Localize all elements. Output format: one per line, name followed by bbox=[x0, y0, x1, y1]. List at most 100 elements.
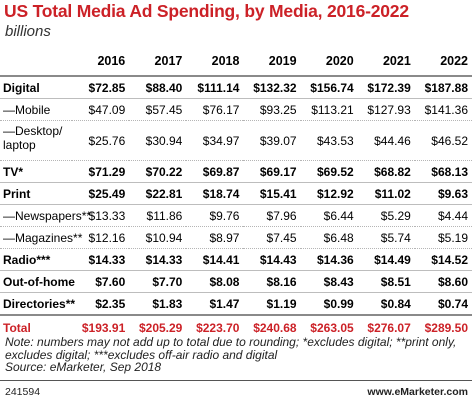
value-cell: $8.60 bbox=[414, 270, 472, 293]
value-cell: $68.82 bbox=[357, 160, 415, 183]
value-cell: $7.70 bbox=[129, 270, 187, 293]
value-cell: $5.29 bbox=[357, 204, 415, 227]
value-cell: $193.91 bbox=[72, 314, 130, 339]
value-cell: $1.19 bbox=[243, 292, 301, 316]
value-cell: $18.74 bbox=[186, 182, 244, 205]
value-cell: $172.39 bbox=[357, 76, 415, 99]
total-row: Total $193.91 $205.29 $223.70 $240.68 $263.05… bbox=[0, 314, 472, 339]
value-cell: $127.93 bbox=[357, 98, 415, 121]
value-cell: $22.81 bbox=[129, 182, 187, 205]
value-cell: $8.51 bbox=[357, 270, 415, 293]
value-cell: $70.22 bbox=[129, 160, 187, 183]
value-cell: $14.49 bbox=[357, 248, 415, 271]
value-cell: $289.50 bbox=[414, 314, 472, 339]
value-cell: $7.96 bbox=[243, 204, 301, 227]
header-cell-label bbox=[0, 46, 73, 77]
value-cell: $1.47 bbox=[186, 292, 244, 316]
footer-id: 241594 bbox=[5, 386, 41, 398]
footer-link[interactable]: www.eMarketer.com bbox=[367, 386, 468, 398]
footer-divider bbox=[0, 380, 472, 381]
value-cell: $14.41 bbox=[186, 248, 244, 271]
header-row: 2016 2017 2018 2019 2020 2021 2022 bbox=[0, 46, 472, 77]
value-cell: $14.52 bbox=[414, 248, 472, 271]
header-cell-year: 2018 bbox=[186, 46, 244, 77]
header-cell-year: 2019 bbox=[243, 46, 301, 77]
source-text: Source: eMarketer, Sep 2018 bbox=[5, 360, 162, 374]
value-cell: $14.43 bbox=[243, 248, 301, 271]
value-cell: $141.36 bbox=[414, 98, 472, 121]
value-cell: $11.86 bbox=[129, 204, 187, 227]
value-cell: $132.32 bbox=[243, 76, 301, 99]
value-cell: $9.76 bbox=[186, 204, 244, 227]
value-cell: $12.92 bbox=[300, 182, 358, 205]
value-cell: $43.53 bbox=[300, 120, 358, 161]
value-cell: $0.99 bbox=[300, 292, 358, 316]
value-cell: $113.21 bbox=[300, 98, 358, 121]
value-cell: $276.07 bbox=[357, 314, 415, 339]
chart-note: Note: numbers may not add up to total du… bbox=[5, 336, 470, 374]
value-cell: $76.17 bbox=[186, 98, 244, 121]
value-cell: $4.44 bbox=[414, 204, 472, 227]
value-cell: $68.13 bbox=[414, 160, 472, 183]
value-cell: $13.33 bbox=[72, 204, 130, 227]
header-cell-year: 2022 bbox=[414, 46, 472, 77]
value-cell: $263.05 bbox=[300, 314, 358, 339]
value-cell: $111.14 bbox=[186, 76, 244, 99]
value-cell: $1.83 bbox=[129, 292, 187, 316]
value-cell: $25.76 bbox=[72, 120, 130, 161]
value-cell: $8.43 bbox=[300, 270, 358, 293]
value-cell: $14.33 bbox=[72, 248, 130, 271]
value-cell: $6.48 bbox=[300, 226, 358, 249]
value-cell: $8.97 bbox=[186, 226, 244, 249]
value-cell: $71.29 bbox=[72, 160, 130, 183]
row-label: Print bbox=[0, 182, 73, 205]
value-cell: $93.25 bbox=[243, 98, 301, 121]
value-cell: $240.68 bbox=[243, 314, 301, 339]
value-cell: $30.94 bbox=[129, 120, 187, 161]
value-cell: $8.16 bbox=[243, 270, 301, 293]
value-cell: $69.17 bbox=[243, 160, 301, 183]
value-cell: $14.36 bbox=[300, 248, 358, 271]
table-row: —Mobile $47.09 $57.45 $76.17 $93.25 $113.21 $1… bbox=[0, 98, 472, 121]
value-cell: $25.49 bbox=[72, 182, 130, 205]
row-label: Total bbox=[0, 314, 73, 339]
row-label: Directories** bbox=[0, 292, 75, 316]
value-cell: $6.44 bbox=[300, 204, 358, 227]
row-label: Digital bbox=[0, 76, 73, 99]
row-label: —Desktop/ laptop bbox=[0, 120, 73, 161]
value-cell: $69.52 bbox=[300, 160, 358, 183]
value-cell: $69.87 bbox=[186, 160, 244, 183]
value-cell: $187.88 bbox=[414, 76, 472, 99]
value-cell: $9.63 bbox=[414, 182, 472, 205]
value-cell: $8.08 bbox=[186, 270, 244, 293]
data-table: 2016 2017 2018 2019 2020 2021 2022 Digital $72.… bbox=[0, 46, 472, 339]
table-row: TV* $71.29 $70.22 $69.87 $69.17 $69.52 $68.82 $… bbox=[0, 160, 472, 183]
header-cell-year: 2016 bbox=[72, 46, 130, 77]
table-row: Print $25.49 $22.81 $18.74 $15.41 $12.92 $11.0… bbox=[0, 182, 472, 205]
note-text: Note: numbers may not add up to total du… bbox=[5, 335, 457, 362]
table-row: —Desktop/ laptop $25.76 $30.94 $34.97 $39.07… bbox=[0, 120, 472, 161]
value-cell: $2.35 bbox=[72, 292, 130, 316]
value-cell: $10.94 bbox=[129, 226, 187, 249]
value-cell: $46.52 bbox=[414, 120, 472, 161]
value-cell: $7.60 bbox=[72, 270, 130, 293]
table-row: —Magazines** $12.16 $10.94 $8.97 $7.45 $6.48 $… bbox=[0, 226, 472, 249]
value-cell: $5.19 bbox=[414, 226, 472, 249]
value-cell: $0.84 bbox=[357, 292, 415, 316]
value-cell: $11.02 bbox=[357, 182, 415, 205]
chart-title: US Total Media Ad Spending, by Media, 20… bbox=[4, 1, 409, 21]
row-label: —Mobile bbox=[0, 98, 73, 121]
value-cell: $156.74 bbox=[300, 76, 358, 99]
value-cell: $205.29 bbox=[129, 314, 187, 339]
table-body: Digital $72.85 $88.40 $111.14 $132.32 $156.74… bbox=[0, 76, 472, 339]
header-cell-year: 2020 bbox=[300, 46, 358, 77]
row-label: —Newspapers** bbox=[0, 204, 91, 227]
row-label: Radio*** bbox=[0, 248, 73, 271]
table-row: Directories** $2.35 $1.83 $1.47 $1.19 $0.99 $0… bbox=[0, 292, 472, 316]
value-cell: $0.74 bbox=[414, 292, 472, 316]
value-cell: $7.45 bbox=[243, 226, 301, 249]
value-cell: $5.74 bbox=[357, 226, 415, 249]
value-cell: $88.40 bbox=[129, 76, 187, 99]
value-cell: $57.45 bbox=[129, 98, 187, 121]
